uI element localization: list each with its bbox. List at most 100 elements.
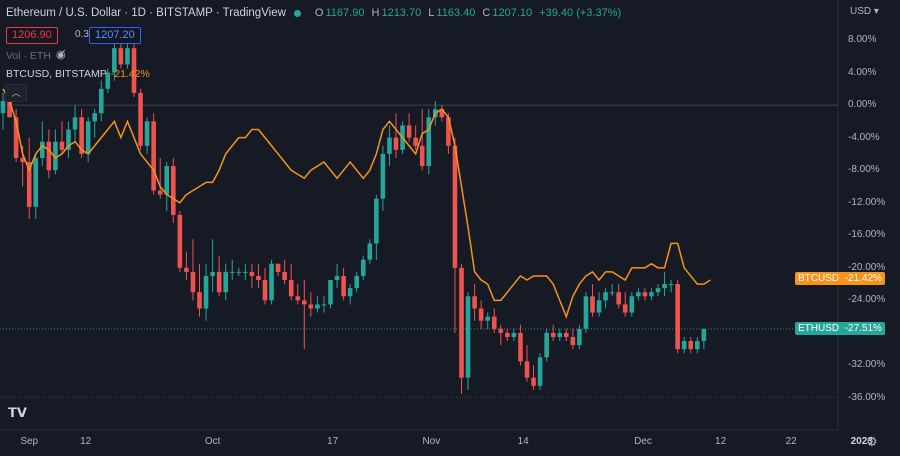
- candle-body: [295, 296, 301, 301]
- compare-symbol: BTCUSD, BITSTAMP: [6, 68, 107, 80]
- currency-menu[interactable]: USD ▾: [850, 6, 879, 17]
- candle-body: [321, 304, 327, 306]
- candle-body: [243, 271, 248, 273]
- candle-body: [229, 271, 235, 273]
- btc-tag-label: BTCUSD: [798, 273, 840, 285]
- candle-body: [334, 275, 340, 281]
- compare-legend[interactable]: BTCUSD, BITSTAMP -21.42%: [6, 68, 150, 80]
- market-status-icon: [293, 9, 301, 17]
- candle-body: [282, 271, 287, 281]
- candle-body: [98, 88, 104, 114]
- x-tick-label: 14: [517, 436, 529, 447]
- candle-body: [197, 292, 202, 309]
- x-tick-label: 2023: [850, 436, 873, 447]
- candle-body: [249, 271, 255, 276]
- candle-body: [33, 157, 39, 207]
- candle-body: [171, 166, 176, 215]
- candle-body: [478, 308, 484, 321]
- eth-candles[interactable]: [0, 35, 707, 394]
- eth-tag-value: -27.51%: [844, 322, 882, 334]
- candle-body: [112, 48, 117, 73]
- candle-body: [406, 125, 412, 138]
- candle-body: [649, 292, 654, 297]
- candle-body: [577, 328, 582, 346]
- y-tick-label: -8.00%: [848, 164, 880, 176]
- candle-body: [59, 141, 65, 150]
- candle-body: [544, 332, 549, 358]
- eth-price-tag: ETHUSD -27.51%: [795, 321, 885, 335]
- candle-body: [20, 157, 25, 163]
- candle-body: [26, 162, 32, 207]
- candle-body: [223, 271, 228, 293]
- candle-body: [380, 153, 386, 199]
- candle-body: [393, 137, 399, 150]
- currency-label: USD: [850, 6, 872, 17]
- candle-body: [328, 280, 333, 305]
- candle-body: [531, 377, 536, 386]
- candle-body: [118, 48, 124, 65]
- candle-body: [151, 121, 156, 191]
- candle-body: [550, 332, 556, 337]
- candle-body: [452, 145, 458, 268]
- btc-tag-value: -21.42%: [844, 273, 882, 285]
- y-tick-label: -4.00%: [848, 131, 880, 143]
- high-key: H: [371, 7, 380, 19]
- candle-body: [419, 145, 425, 167]
- candle-body: [79, 117, 84, 154]
- volume-label[interactable]: Vol · ETH: [6, 50, 51, 62]
- candle-body: [341, 275, 346, 297]
- candle-body: [0, 101, 6, 114]
- candle-body: [629, 296, 635, 313]
- eye-crossed-icon[interactable]: ◉̸: [56, 49, 66, 61]
- candle-body: [524, 361, 530, 378]
- candle-body: [236, 271, 242, 273]
- candle-body: [269, 263, 274, 301]
- candle-body: [262, 280, 268, 301]
- y-tick-label: -32.00%: [848, 359, 886, 371]
- buy-button[interactable]: 1207.20: [89, 27, 141, 44]
- candle-body: [157, 190, 163, 195]
- gear-icon[interactable]: ⚙: [866, 434, 878, 449]
- candle-body: [491, 316, 497, 329]
- symbol-title[interactable]: Ethereum / U.S. Dollar · 1D · BITSTAMP ·…: [6, 7, 286, 19]
- candle-body: [472, 296, 477, 309]
- sell-button[interactable]: 1206.90: [6, 27, 58, 44]
- candle-body: [537, 357, 543, 386]
- candle-body: [616, 292, 621, 305]
- candle-body: [426, 117, 432, 167]
- collapse-legend-button[interactable]: ︿: [5, 84, 27, 102]
- candle-body: [347, 288, 353, 297]
- candle-body: [505, 332, 510, 337]
- candle-body: [125, 48, 130, 65]
- candle-body: [144, 121, 150, 146]
- candle-body: [446, 117, 451, 146]
- candle-body: [570, 336, 576, 346]
- y-tick-label: 8.00%: [848, 34, 877, 45]
- candle-body: [387, 137, 392, 154]
- candle-body: [275, 263, 281, 272]
- candle-body: [360, 259, 366, 276]
- candle-body: [413, 137, 418, 146]
- x-tick-label: 12: [715, 436, 727, 447]
- ohlc-values: O 1167.90 H 1213.70 L 1163.40 C 1207.10 +39.…: [315, 7, 625, 19]
- candle-body: [256, 275, 261, 281]
- candle-body: [72, 117, 78, 130]
- tradingview-logo-icon[interactable]: 𝗧𝗩: [8, 405, 27, 420]
- candle-body: [138, 92, 143, 146]
- candle-body: [354, 275, 359, 289]
- candle-body: [668, 284, 674, 286]
- candle-body: [164, 166, 170, 195]
- candle-body: [288, 280, 294, 297]
- y-tick-label: -16.00%: [848, 229, 886, 241]
- spread-value: 0.30: [75, 29, 95, 40]
- candle-body: [557, 332, 563, 337]
- candle-body: [210, 271, 215, 276]
- candle-body: [655, 288, 661, 293]
- low-value: 1163.40: [436, 7, 476, 19]
- low-key: L: [428, 7, 435, 19]
- candle-body: [203, 275, 209, 309]
- candle-body: [439, 109, 445, 118]
- candle-body: [40, 141, 45, 158]
- x-tick-label: 12: [80, 436, 92, 447]
